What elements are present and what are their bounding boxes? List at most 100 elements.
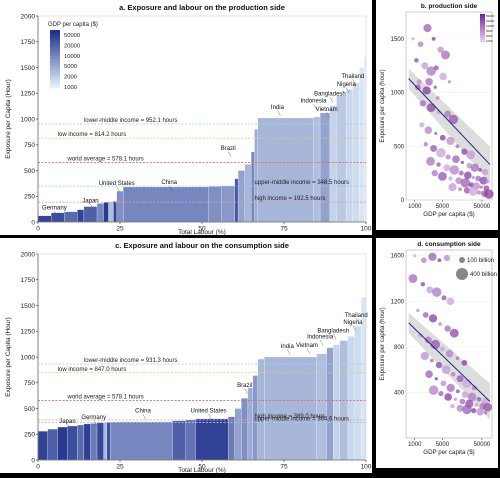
legend-gradient-step [50, 64, 60, 68]
legend-gradient-step [50, 30, 60, 34]
y-tick-label: 1200 [391, 299, 405, 305]
scatter-point [433, 85, 437, 89]
reference-line-label: high income = 192.5 hours [254, 196, 325, 202]
bar-segment [257, 358, 265, 461]
x-tick-label: 50000 [474, 442, 491, 448]
scatter-point [467, 392, 477, 402]
scatter-point [443, 164, 451, 172]
scatter-point [481, 168, 489, 176]
country-label: Nigeria [343, 320, 363, 326]
bar-segment [103, 202, 109, 223]
scatter-point [445, 154, 451, 160]
scatter-point [458, 187, 462, 192]
scatter-point [484, 189, 494, 199]
country-leader [54, 211, 58, 217]
scatter-point [460, 160, 464, 164]
scatter-point [436, 148, 446, 158]
bar-segment [195, 418, 229, 461]
legend-size-small-label: 100 billion [467, 258, 494, 264]
legend-gradient-step [50, 59, 60, 63]
country-leader [352, 325, 357, 332]
legend-size-small [459, 257, 465, 263]
scatter-point [426, 103, 436, 113]
scatter-point [460, 178, 471, 188]
country-leader [208, 414, 212, 420]
scatter-point [420, 351, 429, 361]
legend-tick-label: 5000 [486, 29, 493, 33]
scatter-point [446, 383, 455, 392]
reference-line-label: upper-middle income = 364.6 hours [254, 416, 349, 422]
x-tick-label: 25 [116, 464, 124, 471]
bar-segment [113, 201, 117, 223]
y-tick-label: 2000 [21, 251, 36, 258]
scatter-point [476, 190, 482, 195]
x-tick-label: 1000 [408, 204, 422, 210]
scatter-point [474, 403, 479, 407]
scatter-point [426, 156, 435, 166]
y-tick-label: 500 [394, 144, 405, 150]
scatter-point [441, 50, 450, 60]
scatter-point [479, 185, 483, 189]
x-tick-label: 75 [280, 226, 288, 233]
scatter-point [455, 389, 460, 394]
chart-d: d. consumption side 400 800 1200 1600 1000 500… [379, 241, 497, 456]
y-tick-label: 1500 [21, 303, 36, 310]
scatter-point [466, 162, 473, 169]
x-tick-label: 0 [36, 226, 40, 233]
x-tick-label: 100 [361, 464, 372, 471]
country-leader [67, 424, 71, 431]
bar-segment [123, 186, 209, 223]
scatter-point [471, 408, 477, 414]
y-tick-label: 2000 [21, 13, 36, 20]
legend-gradient-step [50, 82, 60, 86]
country-label: United States [191, 409, 227, 415]
country-label: Thailand [341, 74, 364, 80]
legend-gradient-step [480, 32, 485, 36]
fit-line [408, 78, 491, 165]
bar-segment [247, 387, 253, 461]
country-label: Bangladesh [314, 91, 346, 97]
reference-line-label: low income = 847.0 hours [58, 367, 127, 373]
scatter-point [421, 62, 429, 70]
y-tick-label: 800 [394, 345, 405, 351]
country-leader [142, 414, 147, 420]
scatter-point [453, 397, 457, 401]
country-leader [93, 420, 97, 426]
scatter-point [419, 122, 425, 128]
bar-segment [37, 215, 52, 223]
scatter-point [471, 175, 475, 180]
x-tick-label: 50 [198, 464, 206, 471]
scatter-point [447, 80, 451, 84]
scatter-point [466, 150, 476, 160]
scatter-point [422, 312, 429, 318]
legend-gradient-step [50, 56, 60, 60]
scatter-point [439, 346, 445, 352]
scatter-point [459, 398, 466, 405]
scatter-point [468, 186, 478, 196]
x-axis-label: Total Labour (%) [178, 467, 226, 473]
bar-segment [64, 211, 78, 223]
scatter-point [456, 404, 464, 412]
scatter-point [413, 254, 417, 258]
legend-gradient-step [50, 76, 60, 80]
legend-gradient-step [50, 85, 60, 89]
legend-gradient-step [50, 38, 60, 42]
bar-segment [83, 206, 98, 223]
country-leader [333, 333, 337, 340]
x-tick-label: 100 [361, 226, 372, 233]
legend-gradient-step [480, 39, 485, 43]
bar-segment [364, 57, 367, 223]
country-label: China [161, 180, 177, 186]
scatter-point [426, 66, 436, 76]
bar-segment [50, 212, 65, 223]
bar-segment [108, 201, 114, 223]
legend-tick-label: 1000 [486, 39, 493, 43]
country-label: Japan [82, 199, 98, 205]
scatter-point [476, 397, 482, 402]
country-label: India [271, 105, 285, 111]
scatter-point [425, 78, 433, 86]
country-leader [329, 96, 334, 103]
country-leader [306, 348, 311, 354]
country-leader [244, 388, 248, 395]
scatter-point [416, 79, 422, 85]
